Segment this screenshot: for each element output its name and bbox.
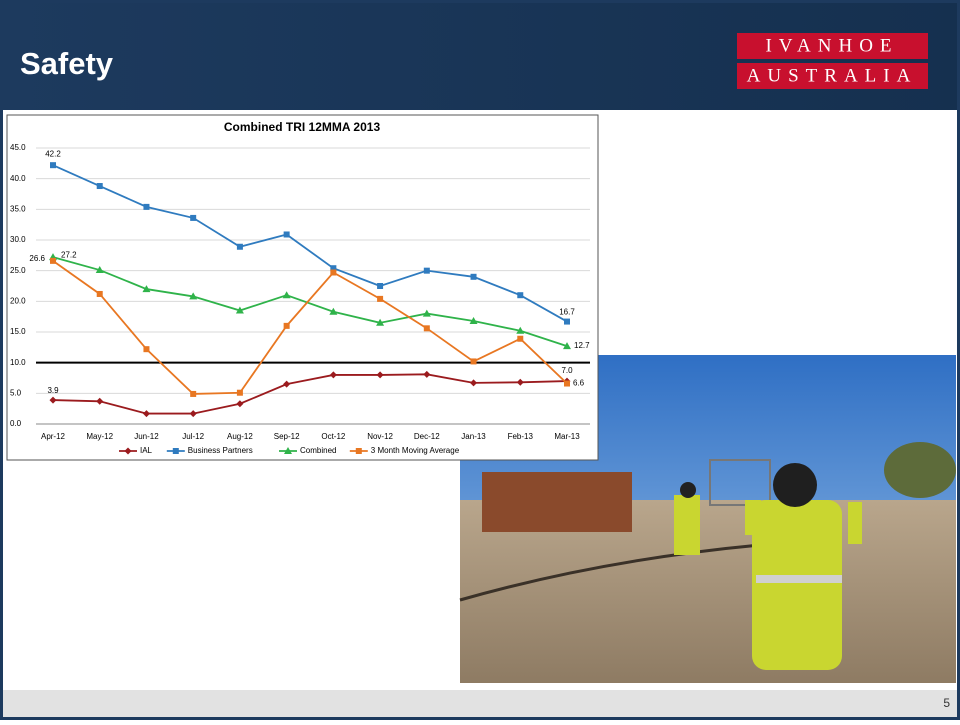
marker: [190, 390, 197, 397]
logo-top-box: [737, 33, 928, 59]
legend-label: Business Partners: [188, 446, 253, 455]
y-tick-label: 0.0: [10, 419, 22, 428]
marker: [376, 318, 385, 326]
slide-title: Safety: [20, 46, 114, 81]
marker: [517, 335, 524, 342]
logo-bottom: AUSTRALIA: [747, 65, 918, 86]
y-tick-label: 35.0: [10, 204, 26, 213]
x-tick-label: May-12: [86, 432, 113, 441]
marker: [283, 380, 291, 388]
legend-label: 3 Month Moving Average: [371, 446, 460, 455]
x-tick-label: Jun-12: [134, 432, 159, 441]
marker: [96, 290, 103, 297]
marker: [330, 269, 337, 276]
marker: [422, 309, 431, 317]
marker: [282, 291, 291, 299]
marker: [283, 231, 290, 238]
x-tick-label: Jan-13: [461, 432, 486, 441]
plot: 0.0 5.0 10.0 15.0 20.0 25.0 30.0 35.0 40.0 45.0 Ap…: [10, 143, 590, 455]
y-tick-label: 30.0: [10, 235, 26, 244]
marker: [377, 295, 384, 302]
x-tick-label: Jul-12: [182, 432, 204, 441]
y-tick-label: 40.0: [10, 174, 26, 183]
marker: [236, 389, 243, 396]
marker: [189, 292, 198, 300]
footer-bar: [3, 690, 957, 717]
marker: [470, 379, 478, 387]
marker: [50, 162, 56, 169]
y-tick-label: 20.0: [10, 296, 26, 305]
marker: [355, 448, 362, 454]
x-tick-label: Mar-13: [554, 432, 580, 441]
marker: [423, 325, 430, 332]
marker: [283, 322, 290, 329]
y-tick-label: 5.0: [10, 388, 22, 397]
marker: [284, 447, 292, 454]
marker: [172, 448, 179, 454]
marker: [329, 307, 338, 315]
x-tick-label: Dec-12: [414, 432, 440, 441]
data-label: 42.2: [45, 149, 61, 158]
marker: [235, 306, 244, 314]
x-tick-label: Aug-12: [227, 432, 253, 441]
x-tick-label: Oct-12: [321, 432, 346, 441]
x-tick-label: Nov-12: [367, 432, 393, 441]
marker: [96, 397, 104, 405]
marker: [142, 285, 151, 293]
marker: [330, 265, 337, 272]
series-line: [52, 164, 568, 323]
marker: [564, 380, 570, 387]
marker: [564, 318, 570, 325]
x-tick-label: Sep-12: [274, 432, 300, 441]
data-label: 12.7: [574, 341, 590, 350]
data-label: 27.2: [61, 250, 77, 259]
y-tick-label: 10.0: [10, 358, 26, 367]
marker: [376, 371, 384, 379]
marker: [423, 370, 431, 378]
data-label: 26.6: [29, 254, 45, 263]
chart-frame: [6, 114, 599, 461]
marker: [516, 378, 524, 386]
marker: [190, 214, 197, 221]
chart-title: Combined TRI 12MMA 2013: [224, 120, 381, 134]
marker: [329, 371, 337, 379]
marker: [236, 243, 243, 250]
marker: [563, 342, 571, 350]
marker: [377, 283, 384, 289]
marker: [236, 400, 244, 408]
logo-bottom-box: [737, 63, 928, 89]
marker: [143, 346, 150, 353]
data-label: 7.0: [561, 366, 573, 375]
data-label: 6.6: [573, 379, 585, 388]
marker: [423, 267, 430, 274]
marker: [470, 273, 477, 280]
logo-top: IVANHOE: [765, 35, 898, 56]
marker: [95, 266, 104, 274]
x-tick-label: Feb-13: [508, 432, 534, 441]
marker: [516, 326, 525, 334]
marker: [142, 410, 150, 418]
page-number: 5: [943, 696, 950, 710]
legend-label: IAL: [140, 446, 153, 455]
marker: [470, 358, 477, 365]
marker: [189, 410, 197, 418]
data-label: 3.9: [47, 386, 59, 395]
marker: [49, 396, 57, 404]
marker: [469, 316, 478, 324]
y-tick-label: 45.0: [10, 143, 26, 152]
data-label: 16.7: [559, 308, 575, 317]
series-line: [52, 373, 568, 415]
marker: [50, 257, 56, 264]
marker: [96, 183, 103, 190]
y-tick-label: 15.0: [10, 327, 26, 336]
series-line: [52, 256, 568, 347]
legend-label: Combined: [300, 446, 336, 455]
x-tick-label: Apr-12: [41, 432, 66, 441]
y-tick-label: 25.0: [10, 266, 26, 275]
marker: [124, 447, 132, 455]
marker: [517, 292, 524, 299]
marker: [143, 203, 150, 210]
series-line: [52, 260, 568, 395]
